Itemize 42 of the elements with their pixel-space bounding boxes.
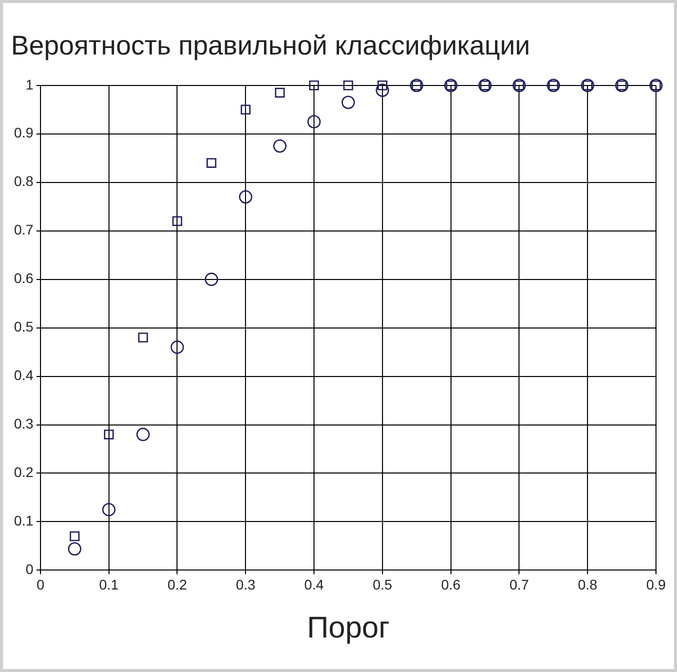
y-tick-label: 0.5 <box>14 318 34 335</box>
point <box>376 84 390 97</box>
point <box>104 430 114 440</box>
y-tick-label: 0.7 <box>14 222 34 238</box>
point <box>309 80 319 90</box>
chart-title: Вероятность правильной классификации <box>11 30 530 61</box>
x-tick-label: 0.5 <box>372 576 392 592</box>
x-tick-label: 0 <box>36 576 45 592</box>
point <box>206 158 216 168</box>
point <box>172 216 182 226</box>
x-tick-label: 0.8 <box>578 576 598 592</box>
y-tick-label: 0.8 <box>14 173 34 190</box>
y-tick-label: 0 <box>26 561 34 578</box>
x-tick-label: 0.4 <box>304 576 324 592</box>
point <box>68 542 82 556</box>
y-tick-label: 0.1 <box>14 512 34 529</box>
x-tick-label: 0.6 <box>441 576 461 592</box>
point <box>102 502 116 516</box>
x-axis-title: Порог <box>306 611 390 644</box>
x-tick-label: 0.2 <box>168 576 188 592</box>
point <box>343 80 354 90</box>
x-tick-label: 0.7 <box>509 576 530 592</box>
point <box>70 531 80 542</box>
point <box>342 96 355 110</box>
point <box>307 115 321 128</box>
x-tick-label: 0.1 <box>99 576 119 592</box>
x-tick-label: 0.9 <box>646 576 666 592</box>
y-tick-label: 1 <box>26 76 34 92</box>
x-tick-label: 0.3 <box>236 576 256 592</box>
point <box>274 88 285 98</box>
point <box>273 139 286 153</box>
point <box>138 332 148 342</box>
y-tick-label: 0.6 <box>14 270 34 286</box>
y-tick-label: 0.4 <box>14 367 34 384</box>
y-tick-label: 0.3 <box>14 416 34 432</box>
point <box>204 272 218 286</box>
point <box>238 190 252 204</box>
y-tick-label: 0.2 <box>14 464 34 480</box>
point <box>136 428 150 442</box>
point <box>170 340 184 354</box>
point <box>240 104 251 115</box>
y-tick-label: 0.9 <box>14 124 34 141</box>
